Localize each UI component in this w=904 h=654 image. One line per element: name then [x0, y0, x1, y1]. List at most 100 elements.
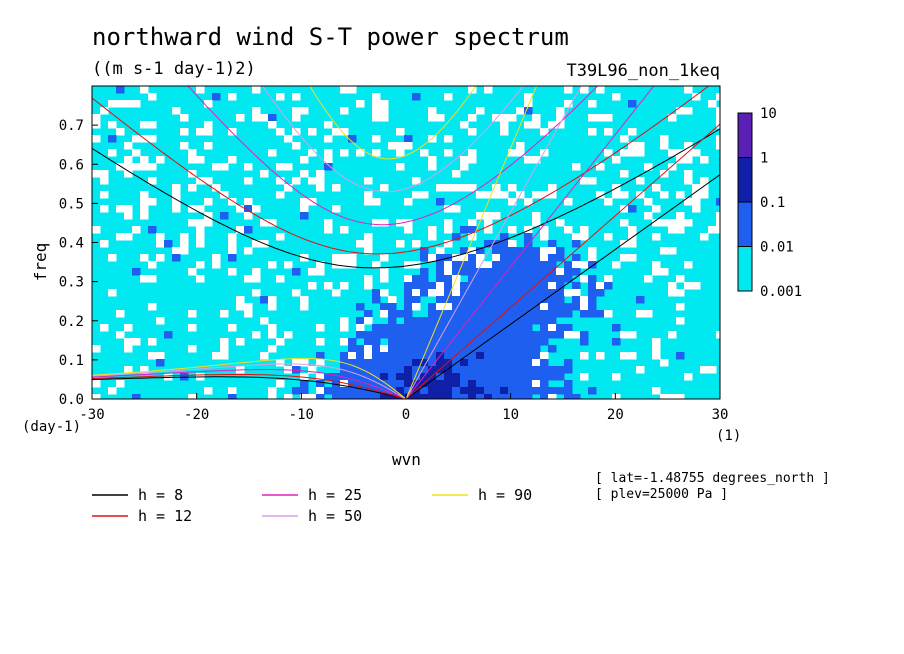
contour-cell: [476, 373, 485, 381]
contour-cell: [444, 184, 453, 192]
contour-cell: [436, 296, 445, 304]
contour-cell: [140, 163, 149, 171]
contour-cell: [636, 142, 645, 150]
contour-cell: [692, 205, 701, 213]
contour-cell: [364, 282, 373, 290]
contour-cell: [516, 317, 525, 325]
contour-cell: [380, 366, 389, 374]
contour-cell: [612, 156, 621, 164]
contour-cell: [548, 324, 557, 332]
contour-cell: [532, 345, 541, 353]
contour-cell: [340, 317, 349, 325]
contour-cell: [380, 331, 389, 339]
contour-cell: [348, 387, 357, 395]
contour-cell: [644, 310, 653, 318]
contour-cell: [444, 331, 453, 339]
contour-cell: [468, 289, 477, 297]
contour-cell: [236, 303, 245, 311]
contour-cell: [444, 226, 453, 234]
contour-cell: [476, 254, 485, 262]
contour-cell: [380, 219, 389, 227]
contour-cell: [572, 261, 581, 269]
contour-cell: [244, 303, 253, 311]
contour-cell: [428, 254, 437, 262]
contour-cell: [500, 331, 509, 339]
contour-cell: [492, 345, 501, 353]
contour-cell: [316, 184, 325, 192]
contour-cell: [388, 380, 397, 388]
contour-cell: [532, 352, 541, 360]
contour-cell: [532, 387, 541, 395]
contour-cell: [220, 163, 229, 171]
contour-cell: [540, 254, 549, 262]
colorbar-swatch: [737, 157, 753, 203]
contour-cell: [244, 205, 253, 213]
contour-cell: [564, 100, 573, 108]
contour-cell: [188, 345, 197, 353]
contour-cell: [564, 261, 573, 269]
contour-cell: [436, 282, 445, 290]
contour-cell: [524, 156, 533, 164]
contour-cell: [500, 254, 509, 262]
contour-cell: [196, 233, 205, 241]
contour-cell: [452, 380, 461, 388]
contour-cell: [172, 198, 181, 206]
contour-cell: [380, 359, 389, 367]
contour-cell: [676, 303, 685, 311]
contour-cell: [436, 387, 445, 395]
contour-cell: [604, 282, 613, 290]
contour-cell: [148, 198, 157, 206]
contour-cell: [508, 373, 517, 381]
contour-cell: [340, 254, 349, 262]
contour-cell: [436, 366, 445, 374]
contour-cell: [412, 93, 421, 101]
contour-cell: [364, 275, 373, 283]
contour-cell: [276, 177, 285, 185]
contour-cell: [324, 219, 333, 227]
contour-cell: [252, 86, 261, 94]
contour-cell: [372, 394, 381, 399]
contour-cell: [404, 359, 413, 367]
contour-cell: [252, 268, 261, 276]
contour-cell: [476, 366, 485, 374]
contour-cell: [436, 268, 445, 276]
contour-cell: [180, 240, 189, 248]
contour-cell: [340, 394, 349, 399]
contour-cell: [628, 100, 637, 108]
contour-cell: [548, 184, 557, 192]
contour-cell: [484, 212, 493, 220]
contour-cell: [348, 373, 357, 381]
contour-cell: [148, 303, 157, 311]
contour-cell: [324, 149, 333, 157]
contour-cell: [484, 387, 493, 395]
contour-cell: [364, 191, 373, 199]
contour-cell: [116, 163, 125, 171]
contour-cell: [340, 128, 349, 136]
contour-cell: [436, 247, 445, 255]
contour-cell: [356, 359, 365, 367]
contour-cell: [468, 380, 477, 388]
contour-cell: [284, 163, 293, 171]
contour-cell: [340, 387, 349, 395]
contour-cell: [300, 303, 309, 311]
contour-cell: [652, 205, 661, 213]
contour-cell: [276, 163, 285, 171]
contour-cell: [132, 135, 141, 143]
contour-cell: [348, 135, 357, 143]
contour-cell: [372, 135, 381, 143]
contour-cell: [620, 170, 629, 178]
contour-cell: [396, 366, 405, 374]
contour-cell: [396, 142, 405, 150]
contour-cell: [476, 317, 485, 325]
contour-cell: [396, 380, 405, 388]
contour-cell: [556, 366, 565, 374]
contour-cell: [700, 184, 709, 192]
contour-cell: [636, 149, 645, 157]
contour-cell: [124, 100, 133, 108]
contour-cell: [540, 324, 549, 332]
contour-cell: [460, 289, 469, 297]
contour-cell: [356, 373, 365, 381]
contour-cell: [492, 394, 501, 399]
contour-cell: [364, 233, 373, 241]
colorbar-swatch: [737, 246, 753, 292]
